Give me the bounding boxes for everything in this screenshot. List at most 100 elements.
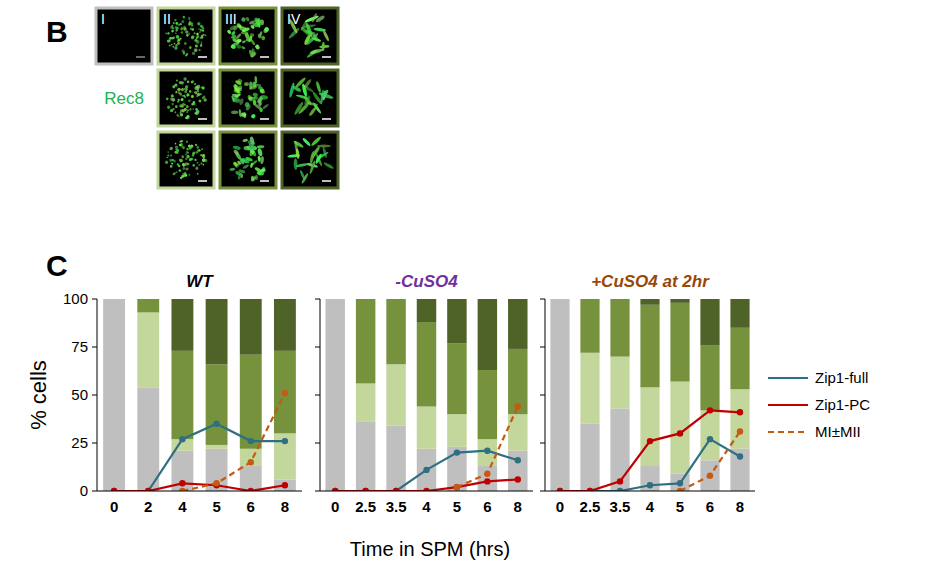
y-tick bbox=[315, 443, 320, 444]
bar-segment bbox=[103, 299, 125, 300]
bar-segment bbox=[550, 299, 569, 300]
chromatin-signal bbox=[189, 27, 193, 31]
chromatin-signal bbox=[258, 86, 264, 91]
line-marker bbox=[515, 457, 521, 463]
chromatin-signal bbox=[180, 177, 183, 180]
chromatin-signal bbox=[172, 173, 175, 176]
legend-label: Zip1-PC bbox=[815, 396, 870, 413]
chromatin-signal bbox=[179, 159, 183, 163]
chromatin-signal bbox=[235, 170, 242, 176]
legend-swatch bbox=[768, 377, 808, 379]
chromatin-signal bbox=[254, 44, 260, 51]
chromatin-signal bbox=[180, 140, 183, 143]
x-axis bbox=[97, 491, 302, 492]
chromatin-signal bbox=[173, 172, 177, 176]
bar-segment bbox=[447, 343, 466, 414]
bar-segment bbox=[417, 407, 436, 449]
chromatin-signal bbox=[250, 24, 255, 29]
legend-label: Zip1-full bbox=[815, 369, 868, 386]
chromatin-signal bbox=[313, 27, 326, 32]
line-marker bbox=[677, 480, 683, 486]
scale-bar bbox=[260, 118, 269, 120]
chromatin-signal bbox=[234, 86, 241, 93]
series-line bbox=[560, 439, 740, 491]
y-tick bbox=[315, 491, 320, 492]
y-tick-label: 75 bbox=[71, 338, 88, 355]
chromatin-signal bbox=[203, 98, 207, 102]
line-marker bbox=[484, 471, 490, 477]
bar-segment bbox=[580, 424, 599, 491]
bar-segment bbox=[550, 299, 569, 491]
chromatin-signal bbox=[235, 79, 243, 85]
bar-segment bbox=[478, 299, 497, 370]
chromatin-signal bbox=[191, 24, 194, 27]
chromatin-signal bbox=[181, 20, 184, 23]
chromatin-signal bbox=[199, 31, 201, 33]
chart: 02.53.54568+CuSO4 at 2hr bbox=[540, 272, 755, 515]
bar-segment bbox=[610, 357, 629, 409]
chromatin-signal bbox=[191, 36, 195, 40]
chromatin-signal bbox=[241, 157, 250, 164]
chromatin-signal bbox=[192, 108, 195, 111]
bar-segment bbox=[478, 370, 497, 439]
scale-bar bbox=[198, 118, 207, 120]
chromatin-signal bbox=[255, 175, 258, 180]
chromatin-signal bbox=[194, 159, 196, 161]
chromatin-signal bbox=[190, 94, 194, 98]
chromatin-signal bbox=[317, 145, 331, 148]
line-marker bbox=[248, 459, 254, 465]
chromatin-signal bbox=[185, 167, 188, 170]
chromatin-signal bbox=[188, 46, 192, 50]
bar-segment bbox=[610, 299, 629, 300]
chromatin-signal bbox=[186, 93, 190, 97]
bar-segment bbox=[730, 449, 749, 491]
background bbox=[0, 0, 937, 576]
chromatin-signal bbox=[263, 26, 269, 32]
bar-segment bbox=[700, 299, 719, 345]
chromatin-signal bbox=[173, 42, 175, 44]
chromatin-signal bbox=[204, 159, 207, 162]
chromatin-signal bbox=[204, 34, 206, 36]
bar-segment bbox=[386, 364, 405, 425]
line-marker bbox=[737, 428, 743, 434]
chromatin-signal bbox=[293, 101, 304, 116]
x-tick-label: 0 bbox=[110, 498, 118, 515]
micrograph bbox=[96, 8, 152, 64]
chart: 02.53.54568-CuSO4 bbox=[315, 272, 533, 515]
chromatin-signal bbox=[182, 146, 185, 149]
chromatin-signal bbox=[183, 51, 185, 53]
chromatin-signal bbox=[186, 111, 188, 113]
chromatin-signal bbox=[191, 80, 195, 84]
chromatin-signal bbox=[178, 24, 181, 27]
chromatin-signal bbox=[262, 26, 269, 34]
x-tick-label: 4 bbox=[646, 498, 655, 515]
scale-bar bbox=[136, 56, 145, 58]
plot-area bbox=[325, 299, 527, 491]
bar-segment bbox=[730, 328, 749, 389]
chromatin-signal bbox=[202, 95, 206, 99]
chromatin-signal bbox=[188, 174, 190, 176]
line-marker bbox=[282, 390, 288, 396]
chromatin-signal bbox=[173, 22, 175, 24]
chromatin-signal bbox=[186, 53, 189, 56]
bar-segment bbox=[103, 299, 125, 300]
x-tick-label: 2.5 bbox=[355, 498, 376, 515]
chromatin-signal bbox=[261, 35, 266, 40]
chromatin-signal bbox=[258, 31, 263, 38]
chromatin-signal bbox=[168, 44, 171, 47]
chromatin-signal bbox=[186, 162, 190, 166]
line-marker bbox=[737, 409, 743, 415]
chromatin-signal bbox=[183, 95, 185, 97]
chromatin-signal bbox=[177, 163, 179, 165]
bar-segment bbox=[386, 299, 405, 364]
y-tick-label: 100 bbox=[63, 290, 88, 307]
chromatin-signal bbox=[189, 108, 192, 111]
series-line bbox=[335, 451, 518, 491]
line-marker bbox=[707, 436, 713, 442]
chromatin-signal bbox=[174, 26, 177, 29]
x-tick-label: 0 bbox=[556, 498, 564, 515]
bar-segment bbox=[103, 299, 125, 491]
chromatin-signal bbox=[301, 173, 309, 185]
chromatin-signal bbox=[200, 154, 202, 156]
chromatin-signal bbox=[191, 154, 195, 158]
